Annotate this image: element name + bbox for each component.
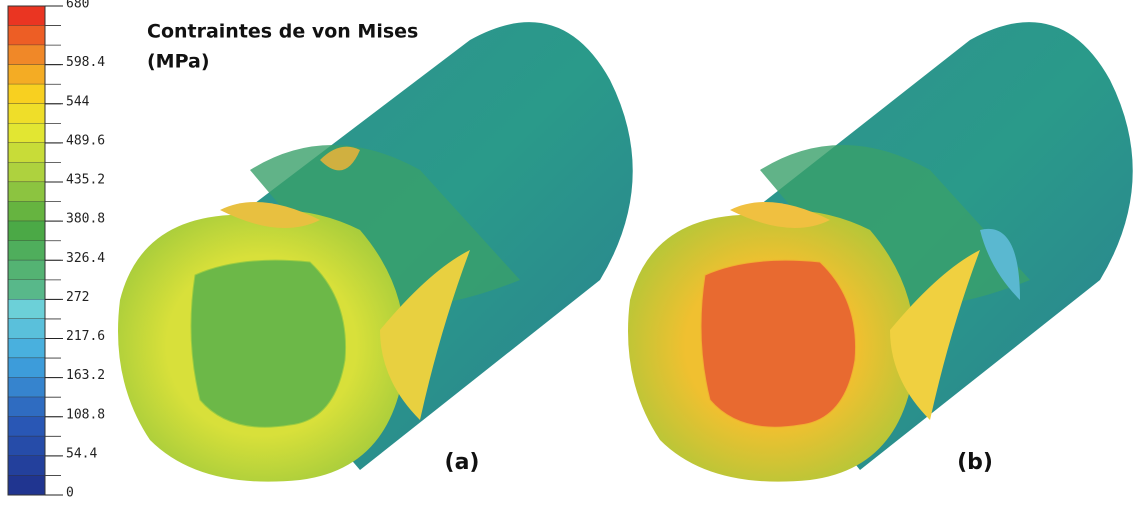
tick-label: 217.6 — [66, 329, 105, 344]
color-band — [8, 103, 45, 124]
color-band — [8, 64, 45, 85]
color-band — [8, 182, 45, 202]
tick-label: 108.8 — [66, 407, 105, 422]
color-band — [8, 455, 45, 476]
tick-label: 163.2 — [66, 368, 105, 383]
color-band — [8, 358, 45, 378]
model-a — [118, 22, 633, 482]
tick-label: 380.8 — [66, 212, 105, 227]
color-band — [8, 397, 45, 417]
title-line: Contraintes de von Mises — [147, 21, 418, 43]
tick-label: 489.6 — [66, 133, 105, 148]
panel-label: (b) — [957, 450, 993, 475]
color-band — [8, 279, 45, 300]
color-band — [8, 84, 45, 104]
color-band — [8, 377, 45, 398]
color-band — [8, 338, 45, 359]
color-band — [8, 299, 45, 319]
tick-label: 544 — [66, 94, 90, 109]
color-band — [8, 221, 45, 241]
tick-label: 326.4 — [66, 251, 105, 266]
color-band — [8, 123, 45, 143]
color-band — [8, 318, 45, 339]
color-band — [8, 25, 45, 46]
color-band — [8, 45, 45, 65]
colorbar: 680 598.4 544 489.6 435.2 380.8 326.4 272 217.6 1… — [7, 0, 105, 501]
tick-label: 435.2 — [66, 173, 105, 188]
colorbar-frame — [7, 5, 46, 496]
color-band — [8, 436, 45, 456]
model-b — [628, 22, 1133, 482]
color-band — [8, 142, 45, 163]
tick-label: 598.4 — [66, 55, 105, 70]
color-band — [8, 6, 45, 26]
color-band — [8, 416, 45, 437]
tick-label: 272 — [66, 290, 89, 305]
color-band — [8, 260, 45, 280]
tick-label: 54.4 — [66, 446, 97, 461]
color-band — [8, 162, 45, 183]
color-band — [8, 201, 45, 222]
color-band — [8, 475, 45, 495]
title-line: (MPa) — [147, 51, 210, 73]
tick-label: 0 — [66, 486, 74, 501]
tick-label: 680 — [66, 0, 89, 12]
panel-label: (a) — [445, 450, 480, 475]
color-band — [8, 240, 45, 261]
